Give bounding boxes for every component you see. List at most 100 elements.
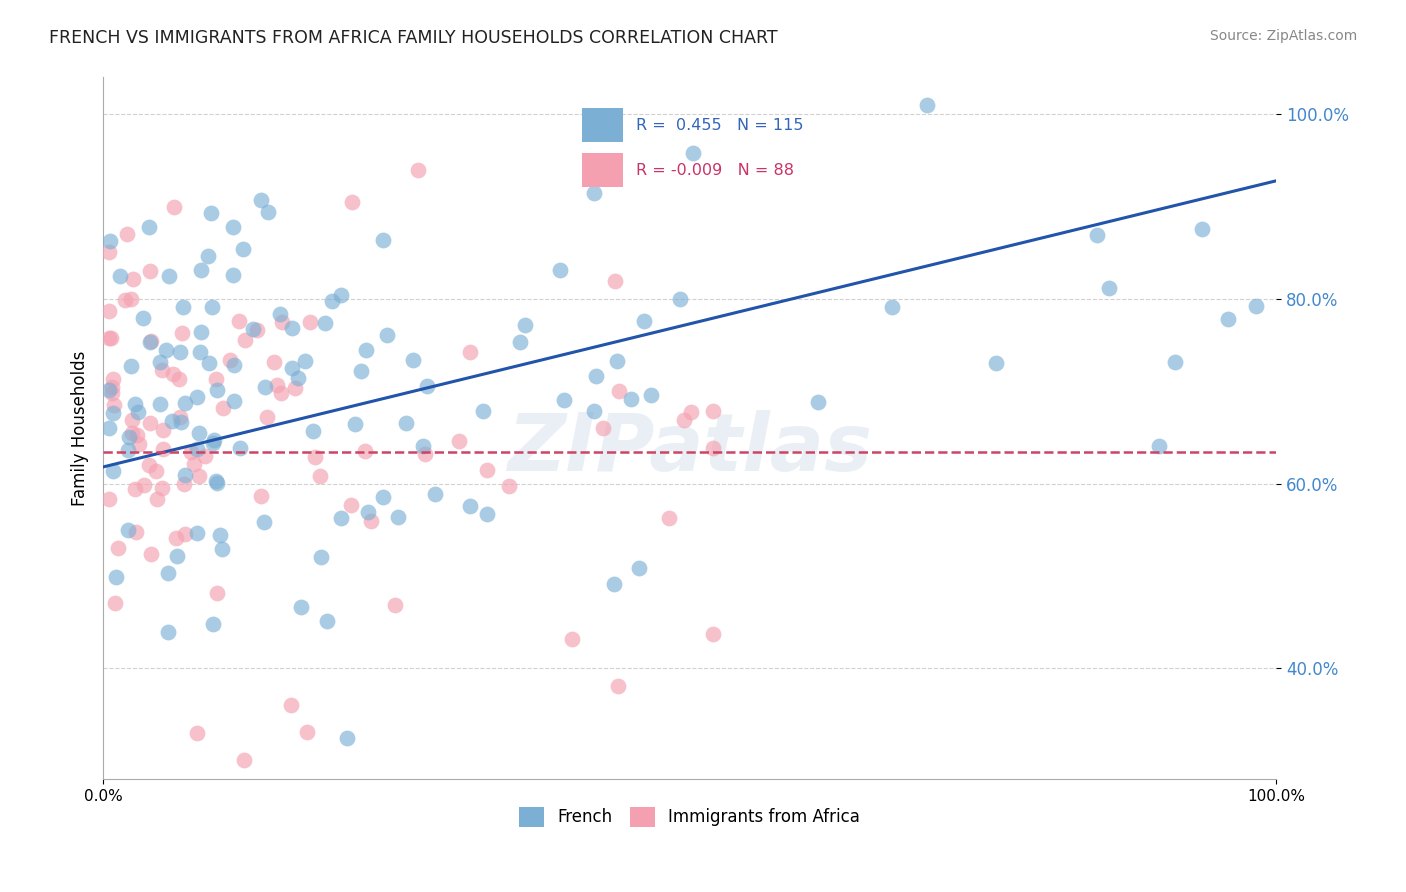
Point	[170, 326, 193, 341]
Point	[100, 385, 122, 400]
Point	[233, 333, 256, 347]
Point	[201, 617, 224, 632]
Point	[120, 359, 142, 374]
Point	[98, 421, 121, 435]
Point	[882, 301, 904, 315]
Point	[253, 380, 276, 394]
Point	[423, 487, 446, 501]
Point	[373, 491, 395, 505]
Point	[270, 315, 292, 329]
Point	[354, 343, 377, 357]
Point	[128, 436, 150, 450]
Point	[201, 436, 224, 450]
Point	[114, 293, 136, 308]
Point	[458, 499, 481, 513]
Point	[108, 269, 131, 284]
Point	[98, 383, 121, 397]
Point	[107, 541, 129, 555]
Point	[1191, 222, 1213, 236]
Y-axis label: Family Households: Family Households	[72, 351, 89, 506]
Point	[1098, 280, 1121, 294]
Point	[583, 186, 606, 201]
Point	[149, 397, 172, 411]
Point	[1164, 355, 1187, 369]
Point	[125, 525, 148, 540]
Point	[174, 395, 197, 409]
Point	[98, 492, 121, 507]
Point	[330, 511, 353, 525]
Point	[201, 301, 224, 315]
Point	[702, 442, 724, 456]
Point	[373, 233, 395, 247]
Point	[402, 352, 425, 367]
Point	[183, 457, 205, 471]
Text: Source: ZipAtlas.com: Source: ZipAtlas.com	[1209, 29, 1357, 43]
Point	[1085, 228, 1108, 243]
Point	[1244, 300, 1267, 314]
Point	[232, 242, 254, 256]
Point	[256, 410, 278, 425]
Point	[343, 417, 366, 431]
Point	[229, 442, 252, 456]
Point	[350, 364, 373, 378]
Point	[263, 355, 285, 369]
Point	[294, 354, 316, 368]
Point	[287, 371, 309, 385]
Point	[155, 343, 177, 358]
Point	[115, 227, 138, 242]
Point	[640, 388, 662, 402]
Point	[169, 344, 191, 359]
Point	[702, 403, 724, 417]
Point	[256, 205, 278, 219]
Point	[253, 515, 276, 529]
Point	[186, 442, 208, 456]
Point	[682, 146, 704, 161]
Point	[806, 394, 828, 409]
Point	[173, 467, 195, 482]
Point	[127, 428, 149, 442]
Point	[1147, 439, 1170, 453]
Point	[297, 725, 319, 739]
Point	[284, 381, 307, 395]
Point	[187, 469, 209, 483]
Point	[124, 397, 146, 411]
Point	[188, 425, 211, 440]
Point	[188, 344, 211, 359]
Point	[222, 394, 245, 409]
Point	[250, 489, 273, 503]
Point	[209, 528, 232, 542]
Point	[162, 200, 184, 214]
Point	[321, 294, 343, 309]
Point	[242, 322, 264, 336]
Point	[205, 383, 228, 397]
Point	[124, 483, 146, 497]
Point	[186, 725, 208, 739]
Point	[266, 377, 288, 392]
Point	[627, 561, 650, 575]
Point	[139, 547, 162, 561]
Point	[120, 292, 142, 306]
Point	[561, 632, 583, 646]
Point	[152, 442, 174, 457]
Point	[197, 249, 219, 263]
Point	[509, 334, 531, 349]
Point	[314, 316, 336, 330]
Point	[186, 525, 208, 540]
Point	[290, 600, 312, 615]
Point	[228, 314, 250, 328]
Point	[281, 361, 304, 376]
Point	[202, 433, 225, 447]
Point	[553, 393, 575, 408]
Point	[592, 421, 614, 435]
Point	[603, 274, 626, 288]
Point	[270, 386, 292, 401]
Point	[205, 372, 228, 386]
Point	[269, 307, 291, 321]
Point	[301, 424, 323, 438]
Point	[146, 492, 169, 507]
Point	[169, 410, 191, 425]
Point	[180, 444, 202, 458]
Point	[702, 626, 724, 640]
Point	[157, 624, 180, 639]
Point	[415, 447, 437, 461]
